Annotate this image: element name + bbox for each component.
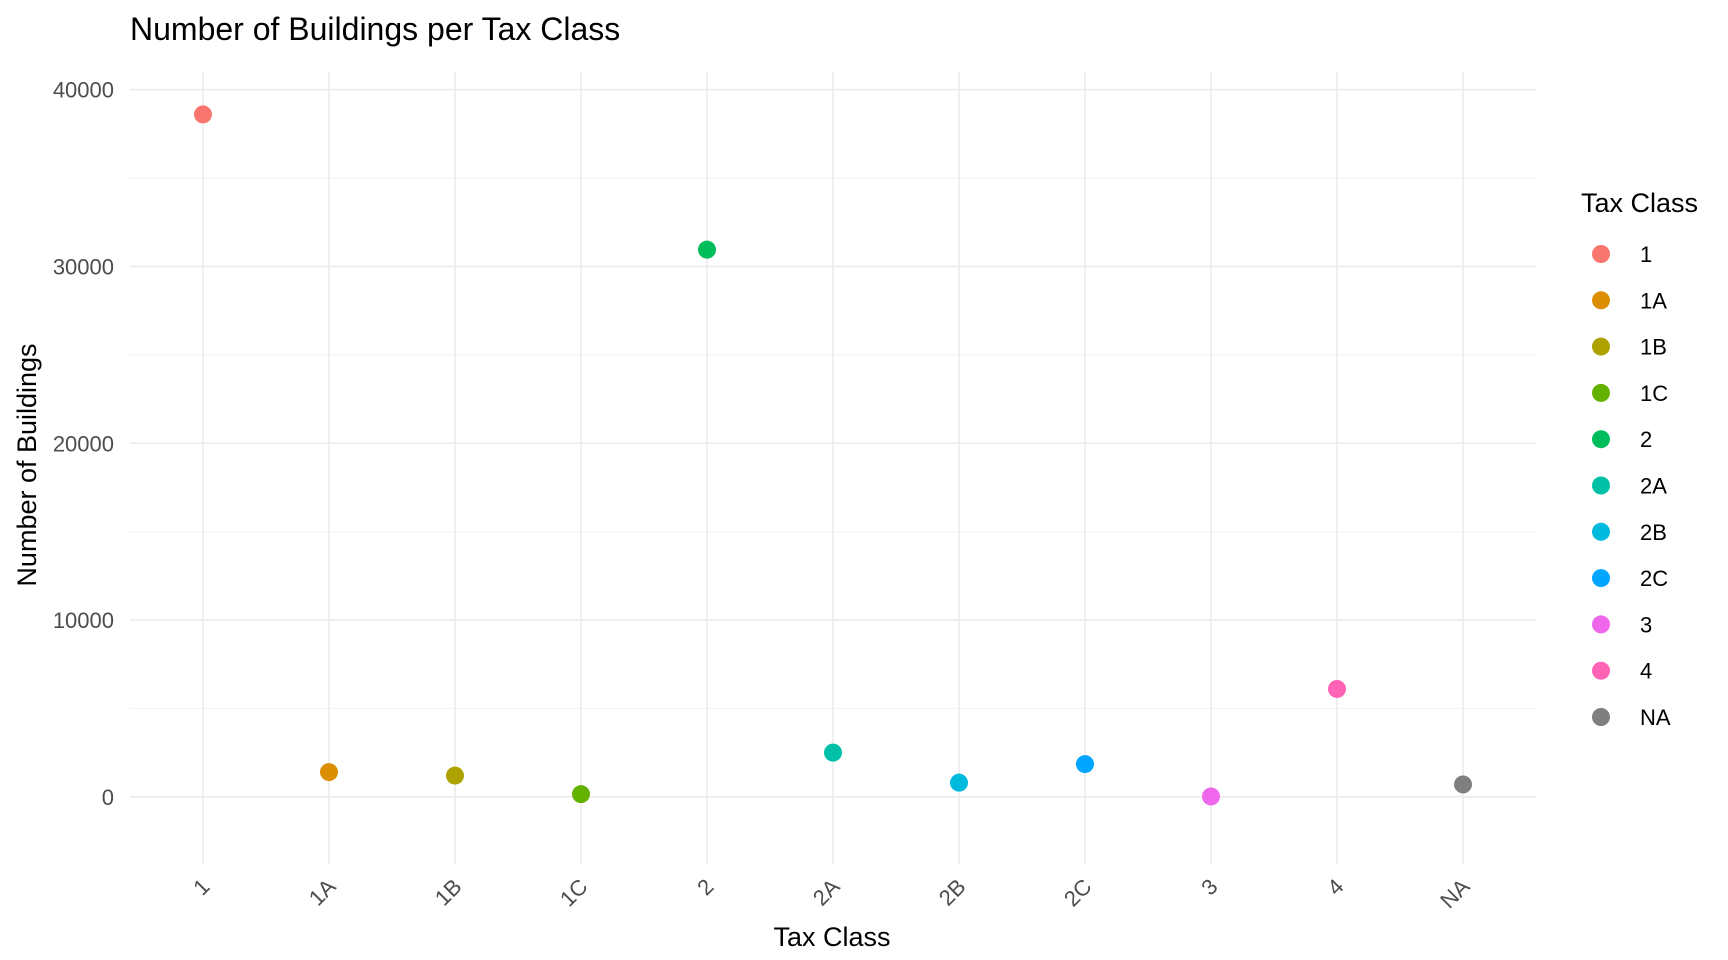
legend-key: [1592, 615, 1610, 634]
x-tick-label: 2C: [1059, 874, 1097, 912]
legend-key: [1592, 337, 1610, 356]
y-tick-label: 20000: [53, 431, 114, 456]
y-tick-label: 10000: [53, 608, 114, 633]
data-point-1c: [572, 785, 590, 804]
legend-item: 1B: [1592, 335, 1667, 360]
legend-key: [1592, 245, 1610, 263]
legend-item: 1: [1592, 242, 1652, 267]
legend-label: 1B: [1640, 335, 1667, 360]
x-tick-label: 1C: [555, 874, 593, 912]
legend-label: NA: [1640, 705, 1671, 730]
data-point-2c: [1076, 755, 1094, 774]
legend-label: 2: [1640, 427, 1652, 452]
points-layer: [194, 105, 1472, 806]
legend-item: 2A: [1592, 474, 1667, 499]
x-tick-label: 1B: [430, 874, 467, 911]
y-tick-label: 30000: [53, 254, 114, 279]
x-tick-label: 1A: [304, 874, 341, 911]
legend-key: [1592, 569, 1610, 588]
x-axis-title: Tax Class: [773, 922, 890, 952]
y-tick-labels: 0 10000 20000 30000 40000: [53, 78, 114, 810]
chart-title: Number of Buildings per Tax Class: [130, 11, 620, 47]
legend-key: [1592, 430, 1610, 449]
legend-item: 2B: [1592, 520, 1667, 545]
y-axis-title: Number of Buildings: [12, 343, 42, 586]
data-point-1a: [320, 763, 338, 782]
legend: Tax Class 1 1A 1B 1C 2 2A 2B 2C 3 4 NA: [1581, 188, 1698, 730]
legend-label: 1C: [1640, 381, 1668, 406]
legend-item: 3: [1592, 612, 1652, 637]
x-tick-label: 2B: [934, 874, 971, 911]
data-point-1: [194, 105, 212, 124]
x-tick-label: 3: [1196, 874, 1222, 900]
legend-item: 1A: [1592, 288, 1667, 313]
legend-label: 2C: [1640, 566, 1668, 591]
legend-item: 2C: [1592, 566, 1668, 591]
y-tick-label: 0: [102, 785, 114, 810]
data-point-2: [698, 240, 716, 259]
legend-label: 1: [1640, 242, 1652, 267]
legend-label: 4: [1640, 659, 1652, 684]
legend-key: [1592, 661, 1610, 680]
x-tick-label: 4: [1322, 874, 1348, 900]
data-point-2b: [950, 773, 968, 792]
data-point-4: [1328, 679, 1346, 698]
grid-layer: [130, 72, 1536, 864]
legend-item: NA: [1592, 705, 1671, 730]
legend-item: 4: [1592, 659, 1652, 684]
data-point-2a: [824, 743, 842, 762]
y-tick-label: 40000: [53, 78, 114, 103]
legend-label: 2A: [1640, 474, 1667, 499]
legend-key: [1592, 522, 1610, 541]
legend-items: 1 1A 1B 1C 2 2A 2B 2C 3 4 NA: [1592, 242, 1671, 730]
x-tick-label: NA: [1435, 874, 1475, 914]
legend-label: 1A: [1640, 288, 1667, 313]
legend-label: 2B: [1640, 520, 1667, 545]
legend-label: 3: [1640, 612, 1652, 637]
x-tick-label: 2: [692, 874, 718, 900]
x-tick-labels: 1 1A 1B 1C 2 2A 2B 2C 3 4 NA: [188, 874, 1475, 914]
legend-item: 1C: [1592, 381, 1668, 406]
legend-key: [1592, 291, 1610, 310]
data-point-3: [1202, 787, 1220, 806]
legend-item: 2: [1592, 427, 1652, 452]
x-tick-label: 1: [188, 874, 214, 900]
legend-key: [1592, 476, 1610, 495]
x-tick-label: 2A: [808, 874, 845, 911]
legend-title: Tax Class: [1581, 188, 1698, 218]
data-point-na: [1454, 775, 1472, 794]
legend-key: [1592, 383, 1610, 402]
legend-key: [1592, 708, 1610, 726]
data-point-1b: [446, 766, 464, 785]
